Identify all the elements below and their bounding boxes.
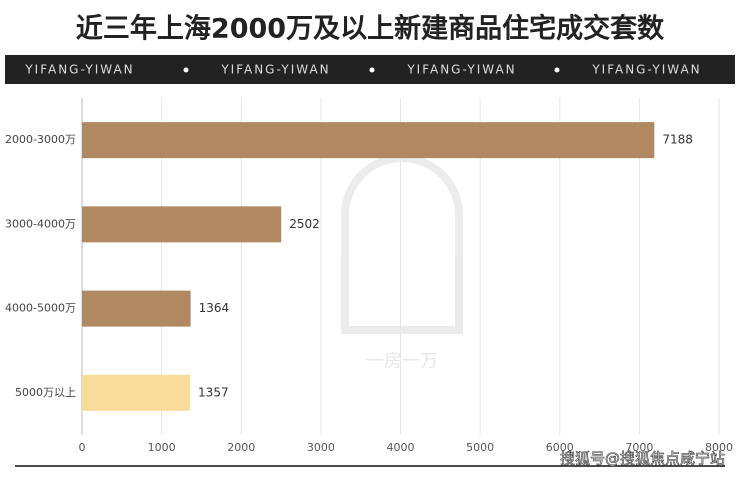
banner-text: YIFANG-YIWAN <box>406 63 516 77</box>
value-label: 7188 <box>662 133 693 147</box>
y-tick-label: 3000-4000万 <box>5 217 76 230</box>
banner-text: YIFANG-YIWAN <box>220 63 330 77</box>
chart-title: 近三年上海2000万及以上新建商品住宅成交套数 <box>76 13 665 45</box>
x-tick-label: 3000 <box>307 441 335 454</box>
x-tick-label: 4000 <box>387 441 415 454</box>
logo: 一房一万 <box>341 154 463 372</box>
x-tick-label: 6000 <box>546 441 574 454</box>
dot <box>554 67 560 73</box>
bar <box>82 374 191 411</box>
x-tick-label: 7000 <box>625 441 653 454</box>
value-label: 1357 <box>198 385 229 399</box>
value-label: 2502 <box>289 217 320 231</box>
logo-text: 一房一万 <box>366 351 438 372</box>
x-tick-label: 5000 <box>466 441 494 454</box>
bar <box>82 206 282 243</box>
x-tick-label: 1000 <box>148 441 176 454</box>
y-tick-label: 5000万以上 <box>15 386 76 399</box>
banner-text: YIFANG-YIWAN <box>24 63 134 77</box>
x-tick-label: 0 <box>79 441 86 454</box>
dot <box>369 67 375 73</box>
bar <box>82 122 655 159</box>
y-tick-label: 2000-3000万 <box>5 133 76 146</box>
banner-dots <box>183 67 560 73</box>
dot <box>183 67 189 73</box>
x-tick-label: 2000 <box>227 441 255 454</box>
value-label: 1364 <box>199 301 230 315</box>
y-tick-label: 4000-5000万 <box>5 302 76 315</box>
logo-arch <box>341 154 463 334</box>
bar <box>82 290 191 327</box>
x-tick-label: 8000 <box>705 441 733 454</box>
banner-text: YIFANG-YIWAN <box>591 63 701 77</box>
watermark: 搜狐号@搜狐焦点咸宁站 <box>560 450 725 468</box>
